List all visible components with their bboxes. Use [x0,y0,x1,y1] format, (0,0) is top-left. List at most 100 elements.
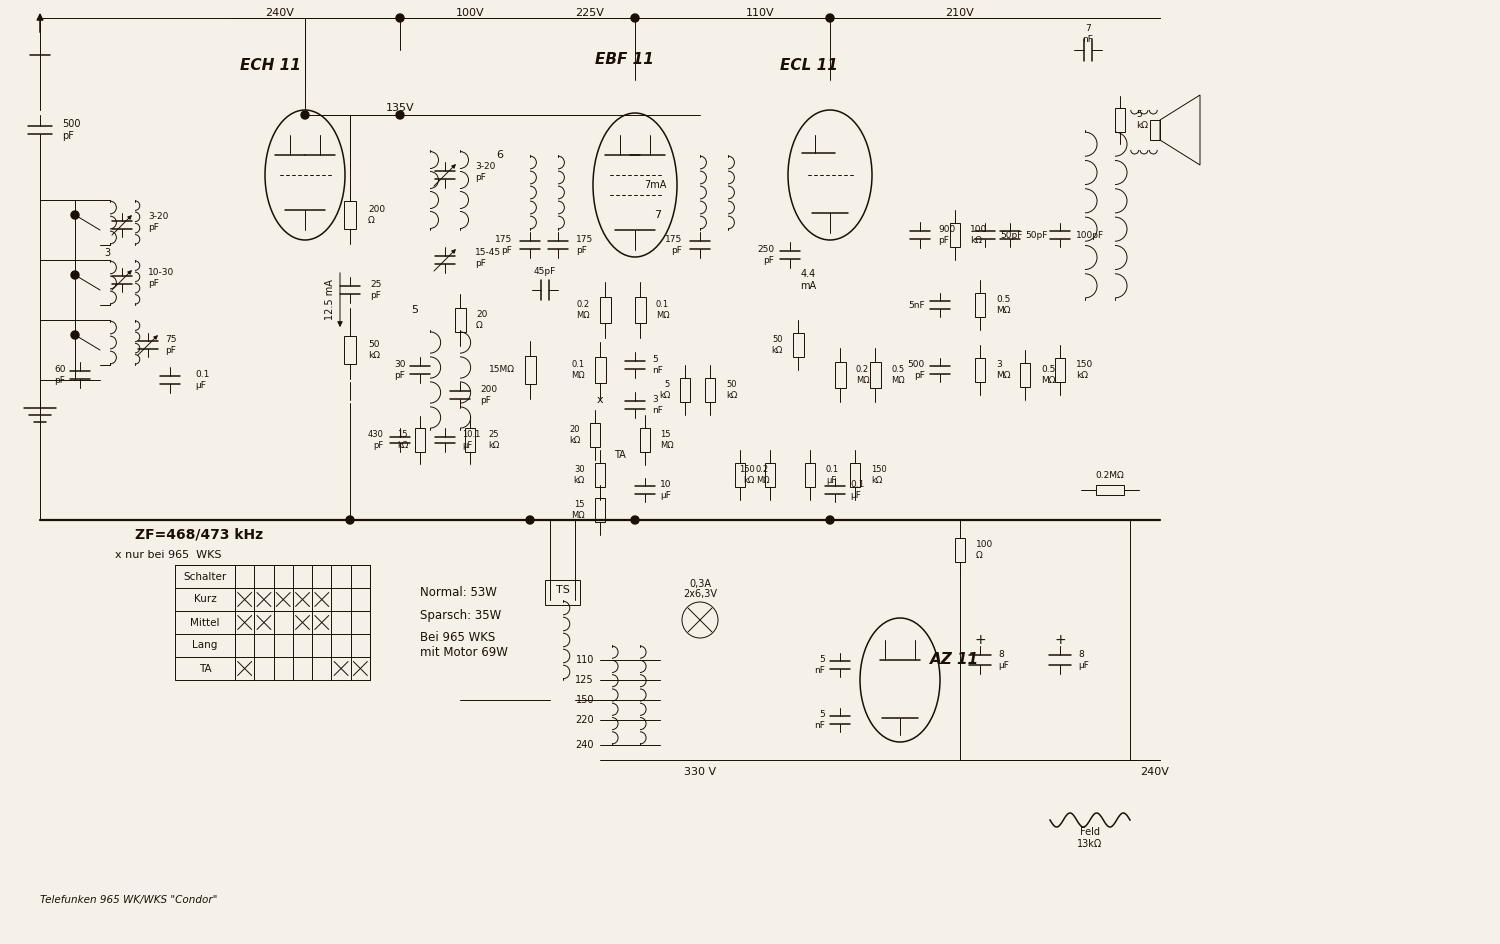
Text: 15
kΩ: 15 kΩ [396,430,408,449]
Text: TA: TA [198,664,211,673]
Bar [465,428,476,452]
Text: 100V: 100V [456,8,484,18]
Circle shape [526,516,534,524]
Text: 150
kΩ: 150 kΩ [1076,361,1094,379]
Text: Telefunken 965 WK/WKS "Condor": Telefunken 965 WK/WKS "Condor" [40,895,218,905]
Circle shape [827,516,834,524]
Text: Kurz: Kurz [194,595,216,604]
Circle shape [396,14,404,22]
Circle shape [302,111,309,119]
Text: 60
pF: 60 pF [54,365,66,385]
Text: 7
nF: 7 nF [1083,25,1094,43]
Text: 25
kΩ: 25 kΩ [488,430,500,449]
Text: 2x6,3V: 2x6,3V [682,589,717,599]
Text: 200
pF: 200 pF [480,385,496,405]
Bar [634,297,645,323]
Text: 5
nF: 5 nF [815,710,825,730]
Text: 125: 125 [576,675,594,685]
Text: 15MΩ: 15MΩ [489,365,514,375]
Circle shape [70,211,80,219]
Bar [594,357,606,383]
Circle shape [346,516,354,524]
Text: 0.5
MΩ: 0.5 MΩ [1041,365,1056,385]
Text: 110V: 110V [746,8,774,18]
Text: 110: 110 [576,655,594,665]
Text: 0,3A: 0,3A [688,579,711,589]
Circle shape [70,271,80,279]
Bar [344,201,355,229]
Bar [792,333,804,357]
Text: 0.2
MΩ: 0.2 MΩ [756,465,770,484]
Text: EBF 11: EBF 11 [596,53,654,68]
Bar [1150,120,1160,140]
Bar [1096,485,1124,495]
Text: 0.1
MΩ: 0.1 MΩ [572,361,585,379]
Text: Mittel: Mittel [190,617,219,628]
Text: 6: 6 [496,150,504,160]
Bar [956,538,964,562]
Text: 0.1
μF: 0.1 μF [195,370,210,390]
Bar [596,498,604,522]
Text: 7mA: 7mA [644,180,666,190]
Text: 225V: 225V [576,8,604,18]
Text: 330 V: 330 V [684,767,716,777]
Text: 30
pF: 30 pF [394,361,405,379]
Text: 3-20
pF: 3-20 pF [148,212,168,231]
Bar [834,362,846,388]
Text: 10.1
μF: 10.1 μF [462,430,480,449]
Text: 150
kΩ: 150 kΩ [740,465,754,484]
Bar [870,362,880,388]
Text: TS: TS [556,585,570,595]
Text: 175
pF: 175 pF [576,235,592,255]
Text: 50
kΩ: 50 kΩ [771,335,783,355]
Bar [640,428,650,452]
Text: AZ 11: AZ 11 [930,652,980,667]
Text: ZF=468/473 kHz: ZF=468/473 kHz [135,528,262,542]
Text: 0.2
MΩ: 0.2 MΩ [576,300,590,320]
Text: 20
kΩ: 20 kΩ [568,426,580,445]
Text: 500
pF: 500 pF [908,361,926,379]
Bar [975,358,986,382]
Text: x nur bei 965  WKS: x nur bei 965 WKS [116,550,222,560]
Text: 175
pF: 175 pF [664,235,682,255]
Bar [596,463,604,487]
Text: 0.2MΩ: 0.2MΩ [1095,471,1125,480]
Text: 500
pF: 500 pF [62,119,81,141]
Text: 200
Ω: 200 Ω [368,205,386,225]
Text: 15
MΩ: 15 MΩ [572,500,585,520]
Text: Normal: 53W: Normal: 53W [420,585,497,598]
Text: 8
μF: 8 μF [998,650,1010,669]
Bar [176,565,370,680]
Text: TA: TA [614,450,626,460]
Bar [1020,363,1031,387]
Bar [850,463,859,487]
Bar [950,223,960,247]
Text: ECL 11: ECL 11 [780,58,838,73]
Text: 7: 7 [654,210,662,220]
Text: 250
pF: 250 pF [758,245,774,264]
Text: 5: 5 [411,305,419,315]
Circle shape [396,111,404,119]
Text: 50pF: 50pF [1000,230,1023,240]
Text: ECH 11: ECH 11 [240,58,302,73]
Text: 135V: 135V [386,103,414,113]
Text: 150: 150 [576,695,594,705]
Circle shape [632,14,639,22]
Text: 20
Ω: 20 Ω [476,311,488,329]
Text: 900
pF: 900 pF [938,226,956,244]
Text: 240V: 240V [1140,767,1170,777]
Text: 5
nF: 5 nF [652,355,663,375]
Text: 0.2
MΩ: 0.2 MΩ [856,365,870,385]
Text: 5nF: 5nF [909,300,926,310]
Text: 100
Ω: 100 Ω [976,540,993,560]
Text: x: x [597,395,603,405]
Bar [975,293,986,317]
Text: Bei 965 WKS
mit Motor 69W: Bei 965 WKS mit Motor 69W [420,631,509,659]
Text: 5
kΩ: 5 kΩ [1136,110,1148,129]
Text: 15
MΩ: 15 MΩ [660,430,674,449]
Circle shape [827,14,834,22]
Text: 5
kΩ: 5 kΩ [658,380,670,399]
Text: 50pF: 50pF [1024,230,1047,240]
Bar [590,423,600,447]
Text: 50
kΩ: 50 kΩ [726,380,738,399]
